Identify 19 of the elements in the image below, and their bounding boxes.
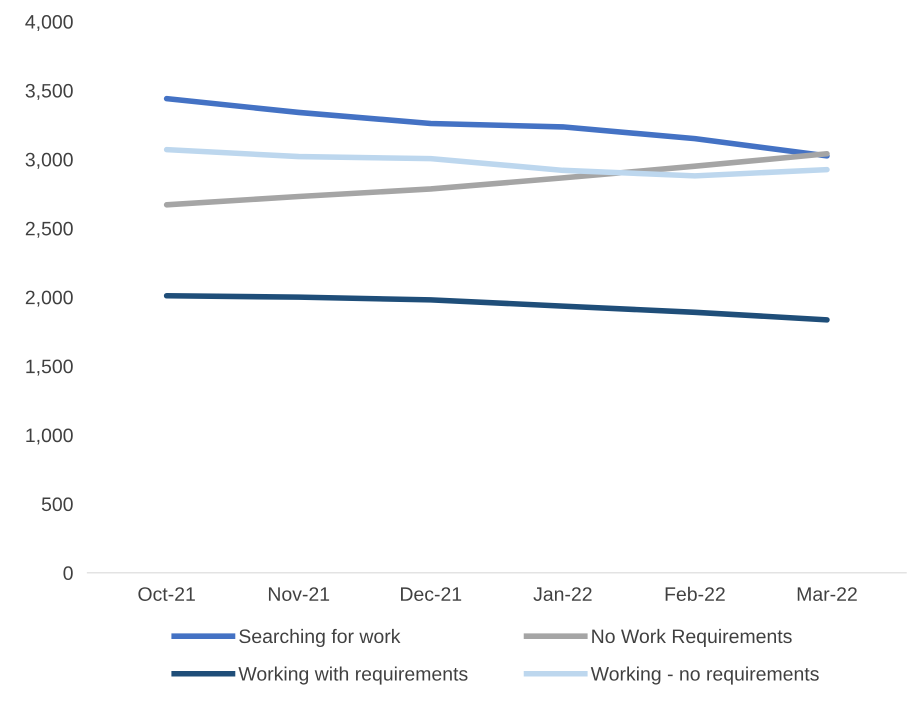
x-tick-label: Feb-22 (666, 586, 725, 601)
x-tick-label: Nov-21 (268, 587, 330, 601)
legend-label: Working - no requirements (590, 666, 819, 685)
y-tick-label: 0 (63, 566, 73, 580)
y-tick-label: 1,000 (26, 428, 73, 445)
legend-label: Working with requirements (238, 666, 468, 685)
x-tick-label: Oct-21 (138, 587, 195, 601)
y-tick-label: 1,500 (26, 360, 73, 376)
x-tick-label: Jan-22 (533, 587, 592, 601)
y-tick-label: 2,500 (26, 222, 73, 238)
x-tick-label: Dec-21 (401, 587, 462, 601)
y-tick-label: 3,000 (26, 152, 73, 169)
legend-label: Searching for work (239, 628, 400, 648)
legend-label: No Work Requirements (592, 628, 792, 648)
x-tick-label: Mar-22 (798, 587, 857, 601)
y-tick-label: 500 (42, 497, 73, 512)
y-tick-label: 2,000 (26, 290, 73, 307)
y-tick-label: 4,000 (25, 14, 73, 32)
y-tick-label: 3,500 (26, 84, 73, 100)
